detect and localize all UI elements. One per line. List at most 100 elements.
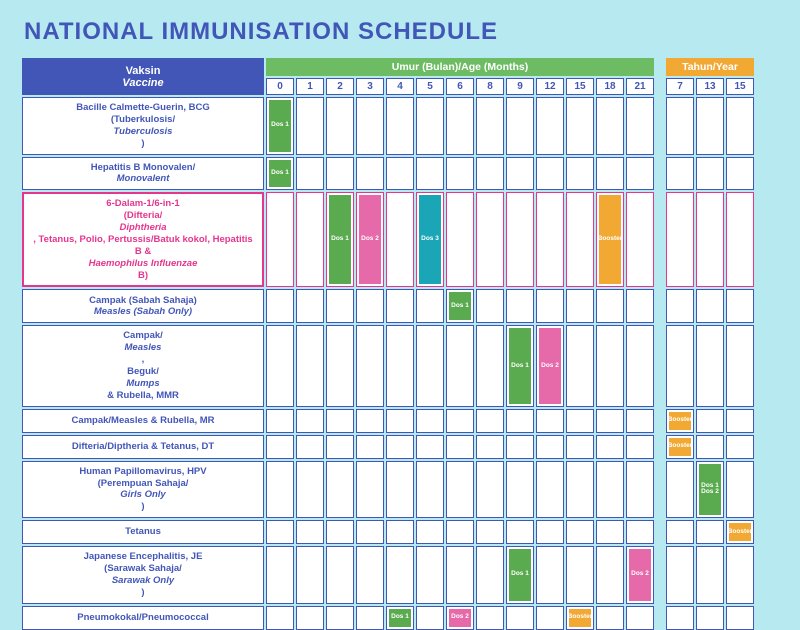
cell — [566, 409, 594, 433]
cell — [696, 546, 724, 604]
page-title: NATIONAL IMMUNISATION SCHEDULE — [24, 18, 778, 46]
cell — [666, 520, 694, 544]
dose-marker: Booster — [599, 195, 621, 284]
cell — [386, 157, 414, 191]
cell — [506, 520, 534, 544]
cell — [386, 289, 414, 323]
cell — [536, 435, 564, 459]
header-year-13: 13 — [696, 78, 724, 95]
row-label: Campak/Measles & Rubella, MR — [22, 409, 264, 433]
cell — [296, 97, 324, 155]
header-month-15: 15 — [566, 78, 594, 95]
cell — [326, 435, 354, 459]
cell — [596, 606, 624, 630]
cell — [476, 461, 504, 519]
row-label: Human Papillomavirus, HPV(Perempuan Saha… — [22, 461, 264, 519]
cell — [416, 325, 444, 406]
cell: Booster — [566, 606, 594, 630]
cell — [326, 520, 354, 544]
cell — [596, 435, 624, 459]
cell — [296, 325, 324, 406]
cell — [566, 325, 594, 406]
cell — [536, 461, 564, 519]
cell: Dos 2 — [446, 606, 474, 630]
dose-marker: Booster — [569, 609, 591, 627]
dose-marker: Dos 1 Dos 2 — [699, 464, 721, 516]
cell — [566, 157, 594, 191]
cell: Dos 1 — [266, 157, 294, 191]
cell — [596, 546, 624, 604]
cell — [446, 409, 474, 433]
cell — [506, 409, 534, 433]
dose-marker: Dos 1 — [269, 160, 291, 188]
cell — [536, 289, 564, 323]
cell — [726, 606, 754, 630]
cell — [596, 157, 624, 191]
cell — [506, 192, 534, 287]
cell — [446, 435, 474, 459]
schedule-grid: VaksinVaccineUmur (Bulan)/Age (Months)Ta… — [22, 58, 778, 630]
cell — [386, 325, 414, 406]
cell — [326, 325, 354, 406]
cell — [326, 97, 354, 155]
cell — [476, 546, 504, 604]
cell — [506, 435, 534, 459]
cell — [666, 192, 694, 287]
cell: Dos 1 Dos 2 — [696, 461, 724, 519]
cell — [416, 409, 444, 433]
header-month-3: 3 — [356, 78, 384, 95]
cell: Dos 3 — [416, 192, 444, 287]
header-month-2: 2 — [326, 78, 354, 95]
cell — [726, 546, 754, 604]
row-label: Bacille Calmette-Guerin, BCG(Tuberkulosi… — [22, 97, 264, 155]
cell — [596, 289, 624, 323]
cell — [666, 606, 694, 630]
cell — [266, 325, 294, 406]
dose-marker: Dos 2 — [449, 609, 471, 627]
cell — [566, 289, 594, 323]
cell — [666, 289, 694, 323]
cell — [536, 606, 564, 630]
header-month-8: 8 — [476, 78, 504, 95]
cell — [446, 192, 474, 287]
header-month-21: 21 — [626, 78, 654, 95]
cell — [416, 97, 444, 155]
row-label: Pneumokokal/Pneumococcal — [22, 606, 264, 630]
cell — [566, 546, 594, 604]
dose-marker: Dos 1 — [329, 195, 351, 284]
cell — [506, 97, 534, 155]
cell — [356, 325, 384, 406]
cell — [266, 409, 294, 433]
cell — [726, 325, 754, 406]
cell — [326, 409, 354, 433]
cell — [296, 520, 324, 544]
row-label: Japanese Encephalitis, JE(Sarawak Sahaja… — [22, 546, 264, 604]
cell — [326, 289, 354, 323]
cell — [626, 520, 654, 544]
dose-marker: Dos 1 — [389, 609, 411, 627]
cell: Dos 2 — [626, 546, 654, 604]
header-month-0: 0 — [266, 78, 294, 95]
cell — [476, 325, 504, 406]
cell — [476, 520, 504, 544]
header-month-5: 5 — [416, 78, 444, 95]
cell — [446, 97, 474, 155]
cell — [386, 192, 414, 287]
cell — [296, 461, 324, 519]
cell — [666, 157, 694, 191]
dose-marker: Dos 1 — [449, 292, 471, 320]
header-years: Tahun/Year — [666, 58, 754, 76]
cell — [386, 435, 414, 459]
cell: Booster — [666, 409, 694, 433]
cell — [386, 97, 414, 155]
cell — [536, 546, 564, 604]
dose-marker: Dos 1 — [269, 100, 291, 152]
cell — [386, 520, 414, 544]
cell — [696, 325, 724, 406]
cell: Dos 1 — [506, 546, 534, 604]
cell — [536, 520, 564, 544]
cell: Booster — [726, 520, 754, 544]
cell: Dos 1 — [326, 192, 354, 287]
cell: Dos 2 — [536, 325, 564, 406]
cell — [476, 192, 504, 287]
